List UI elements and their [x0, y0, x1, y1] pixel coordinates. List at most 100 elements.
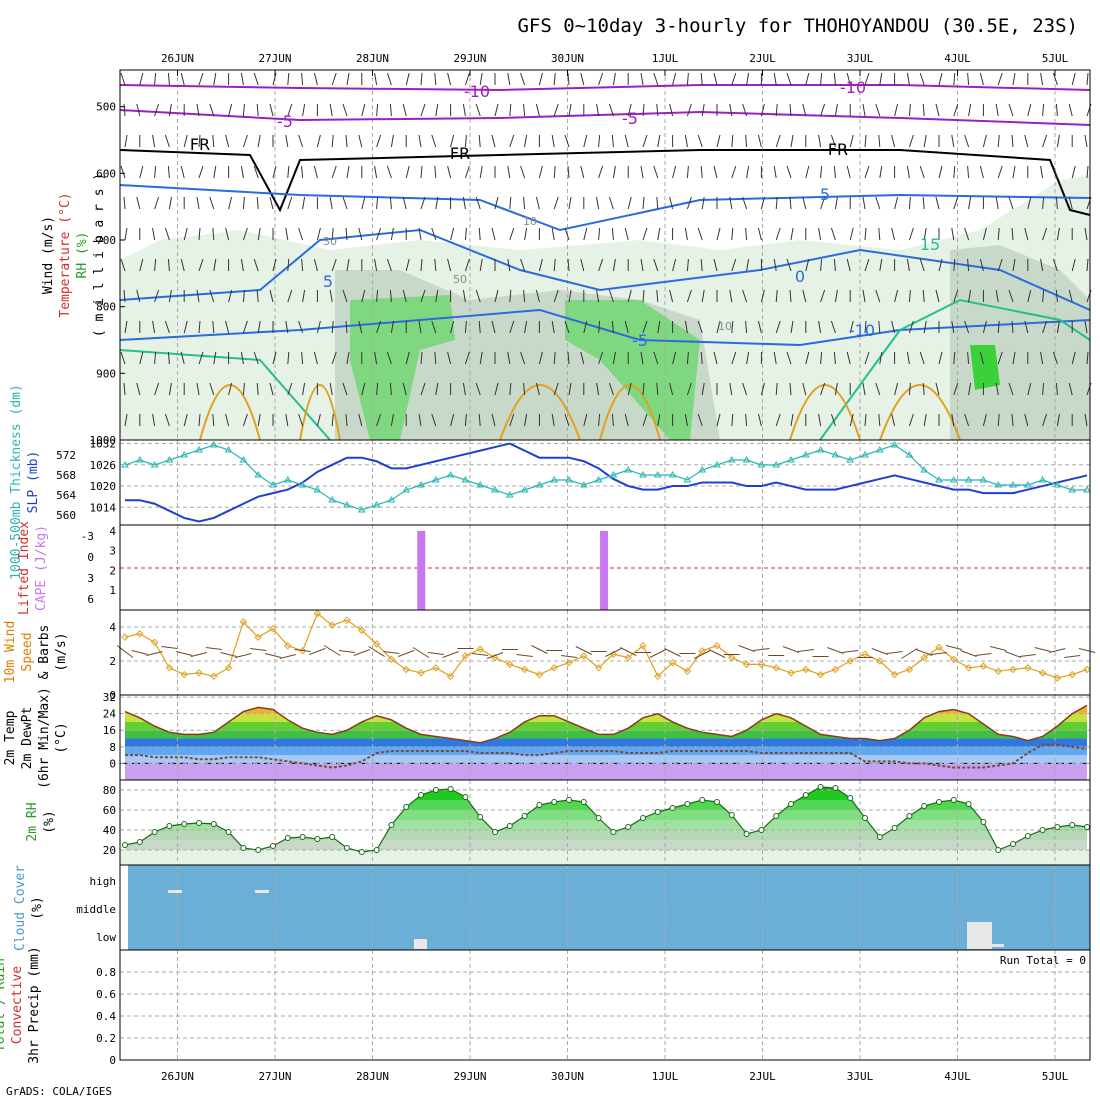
- upper-wind-barb: [154, 258, 157, 272]
- rh-point: [314, 836, 321, 842]
- thickness-point: [224, 446, 233, 453]
- upper-wind-barb: [700, 258, 703, 272]
- upper-wind-barb: [386, 72, 392, 86]
- upper-wind-barb: [464, 134, 467, 148]
- upper-wind-barb: [833, 165, 836, 179]
- upper-wind-barb: [1012, 72, 1016, 86]
- surface-contour-0: [199, 384, 261, 441]
- wind-speed-point: [624, 653, 632, 662]
- thickness-point: [550, 476, 559, 483]
- upper-wind-barb: [773, 165, 777, 179]
- ytick-cape-3: 4: [109, 525, 116, 538]
- upper-wind-barb: [979, 258, 984, 272]
- upper-wind-barb: [136, 196, 141, 210]
- upper-wind-barb: [789, 289, 792, 303]
- chart-title: GFS 0~10day 3-hourly for THOHOYANDOU (30…: [517, 15, 1078, 37]
- upper-wind-barb: [345, 227, 348, 241]
- upper-wind-barb: [228, 196, 233, 210]
- ytick-precip-0: 0: [109, 1054, 116, 1067]
- upper-wind-barb: [154, 72, 157, 86]
- upper-wind-barb: [746, 165, 750, 179]
- upper-wind-barb: [596, 382, 600, 396]
- thickness-point: [402, 486, 411, 493]
- temp-contour-6: [119, 349, 331, 441]
- upper-wind-barb: [358, 413, 363, 427]
- upper-wind-barb: [386, 258, 392, 272]
- wind-barb: [161, 646, 178, 649]
- cape-bar-0: [417, 530, 426, 610]
- contour-label-4: FR: [190, 135, 210, 154]
- upper-wind-barb: [729, 103, 733, 117]
- upper-wind-barb: [551, 413, 555, 427]
- upper-wind-barb: [757, 227, 762, 241]
- upper-wind-barb: [879, 72, 883, 86]
- upper-wind-barb: [686, 103, 692, 117]
- upper-wind-barb: [611, 413, 614, 427]
- wind-speed-point: [742, 660, 751, 669]
- upper-wind-barb: [790, 227, 794, 241]
- upper-wind-barb: [891, 413, 896, 427]
- upper-wind-barb: [908, 413, 914, 427]
- rh-point: [225, 829, 232, 835]
- rh-point: [477, 814, 484, 820]
- cape-ylabel-1: CAPE (J/kg): [34, 525, 49, 611]
- upper-wind-barb: [256, 289, 259, 303]
- upper-wind-barb: [656, 196, 659, 210]
- upper-wind-barb: [567, 165, 570, 179]
- upper-wind-barb: [580, 165, 585, 179]
- upper-wind-barb: [346, 72, 350, 86]
- upper-wind-barb: [951, 134, 955, 148]
- thickness-point: [713, 461, 721, 468]
- wind-barb: [190, 652, 208, 657]
- upper-wind-barb: [922, 289, 925, 303]
- ytick-wind-1: 2: [109, 655, 116, 668]
- upper-wind-barb: [225, 320, 230, 334]
- upper-wind-barb: [833, 351, 836, 365]
- upper-wind-barb: [567, 258, 570, 272]
- rh-point: [1069, 822, 1076, 828]
- wind-barb: [1049, 648, 1066, 653]
- upper-wind-barb: [298, 227, 304, 241]
- wind-speed-point: [565, 658, 573, 667]
- upper-wind-barb: [139, 165, 144, 179]
- upper-wind-barb: [790, 134, 794, 148]
- upper-wind-barb: [968, 289, 972, 303]
- wind-speed-point: [1068, 670, 1076, 679]
- wind-barb: [146, 651, 163, 656]
- upper-wind-barb: [805, 72, 810, 86]
- upper-wind-barb: [287, 382, 293, 396]
- upper-wind-barb: [358, 320, 363, 334]
- thickness-point: [417, 481, 425, 488]
- upper-wind-barb: [418, 413, 422, 427]
- temp-contour-2: [119, 149, 1091, 216]
- upper-wind-barb: [342, 382, 348, 396]
- cape-ylabel-0: Lifted Index: [17, 521, 32, 615]
- ytick-wind-0: 0: [109, 689, 116, 702]
- upper-wind-barb: [240, 165, 244, 179]
- contour-label-5: FR: [450, 144, 470, 163]
- upper-wind-barb: [287, 72, 290, 86]
- upper-wind-barb: [997, 320, 1000, 334]
- upper-wind-barb: [1055, 103, 1058, 117]
- upper-wind-barb: [180, 351, 185, 365]
- upper-wind-barb: [982, 134, 987, 148]
- upper-wind-barb: [1027, 382, 1032, 396]
- wind-speed-point: [165, 664, 174, 672]
- upper-wind-barb: [198, 320, 201, 334]
- wind-barb: [398, 650, 415, 657]
- upper-wind-barb: [789, 196, 792, 210]
- upper-wind-barb: [891, 227, 896, 241]
- upper-wind-barb: [1027, 289, 1032, 303]
- upper-wind-barb: [520, 165, 526, 179]
- upper-wind-barb: [742, 382, 748, 396]
- ytick-temp-0: 0: [109, 757, 116, 770]
- rh-point: [151, 829, 158, 835]
- wind-speed-point: [890, 670, 899, 679]
- temp-contour-5: [119, 308, 1091, 347]
- upper-wind-barb: [464, 72, 470, 86]
- upper-wind-barb: [820, 196, 826, 210]
- upper-wind-barb: [657, 413, 661, 427]
- upper-wind-barb: [551, 320, 555, 334]
- upper-wind-barb: [964, 227, 970, 241]
- upper-wind-barb: [390, 413, 394, 427]
